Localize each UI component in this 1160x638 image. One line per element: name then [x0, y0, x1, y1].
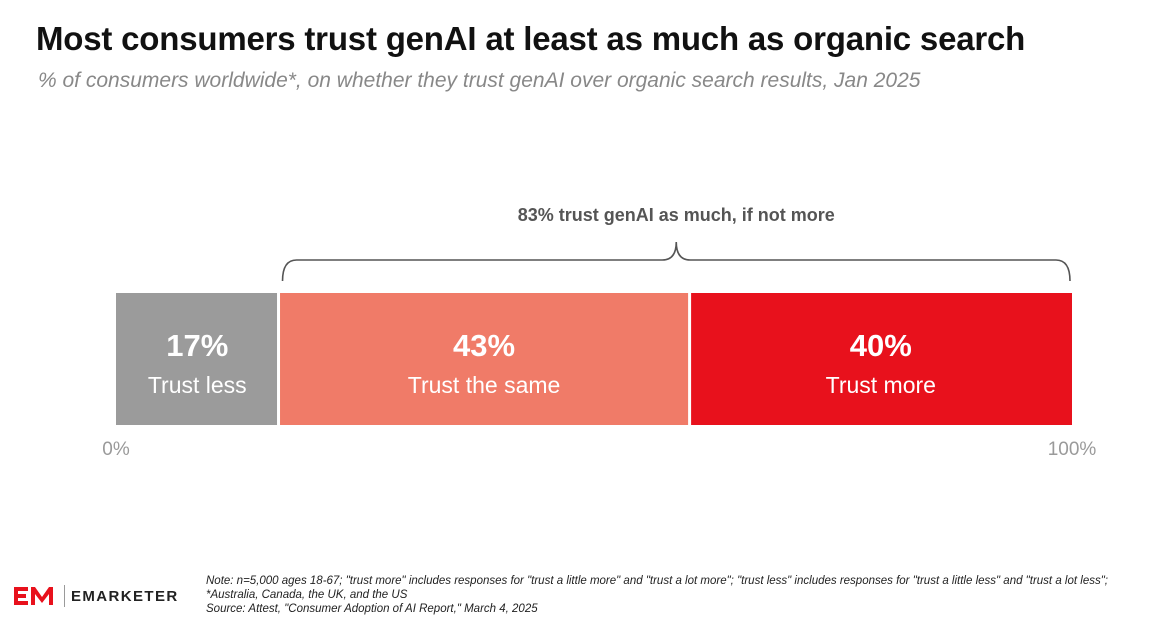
- logo-wordmark: EMARKETER: [71, 587, 179, 605]
- category-label-trust-less: Trust less: [148, 372, 247, 398]
- annotation-brace: [281, 241, 1071, 282]
- category-label-trust-the-same: Trust the same: [408, 372, 561, 398]
- bar-segment-trust-more: [689, 293, 1072, 425]
- chart-subtitle: % of consumers worldwide*, on whether th…: [38, 69, 921, 92]
- axis-label-min: 0%: [102, 439, 130, 460]
- emarketer-logo: EMARKETER: [14, 584, 179, 608]
- source-text: Source: Attest, "Consumer Adoption of AI…: [206, 603, 538, 615]
- value-label-trust-less: 17%: [166, 328, 228, 363]
- annotation-label: 83% trust genAI as much, if not more: [518, 205, 835, 225]
- bar-segment-trust-the-same: [278, 293, 690, 425]
- emarketer-logo-icon: [14, 587, 53, 605]
- category-label-trust-more: Trust more: [826, 372, 936, 398]
- footnote: Note: n=5,000 ages 18-67; "trust more" i…: [206, 574, 1136, 616]
- stacked-bar-chart: 17% Trust less 43% Trust the same 40% Trust m…: [102, 205, 1097, 460]
- value-label-trust-more: 40%: [850, 328, 912, 363]
- logo-divider: [64, 585, 65, 607]
- chart-title: Most consumers trust genAI at least as m…: [36, 20, 1026, 57]
- note-text: Note: n=5,000 ages 18-67; "trust more" i…: [206, 575, 1108, 601]
- value-label-trust-the-same: 43%: [453, 328, 515, 363]
- bar-segment-trust-less: [116, 293, 279, 425]
- axis-label-max: 100%: [1048, 439, 1097, 460]
